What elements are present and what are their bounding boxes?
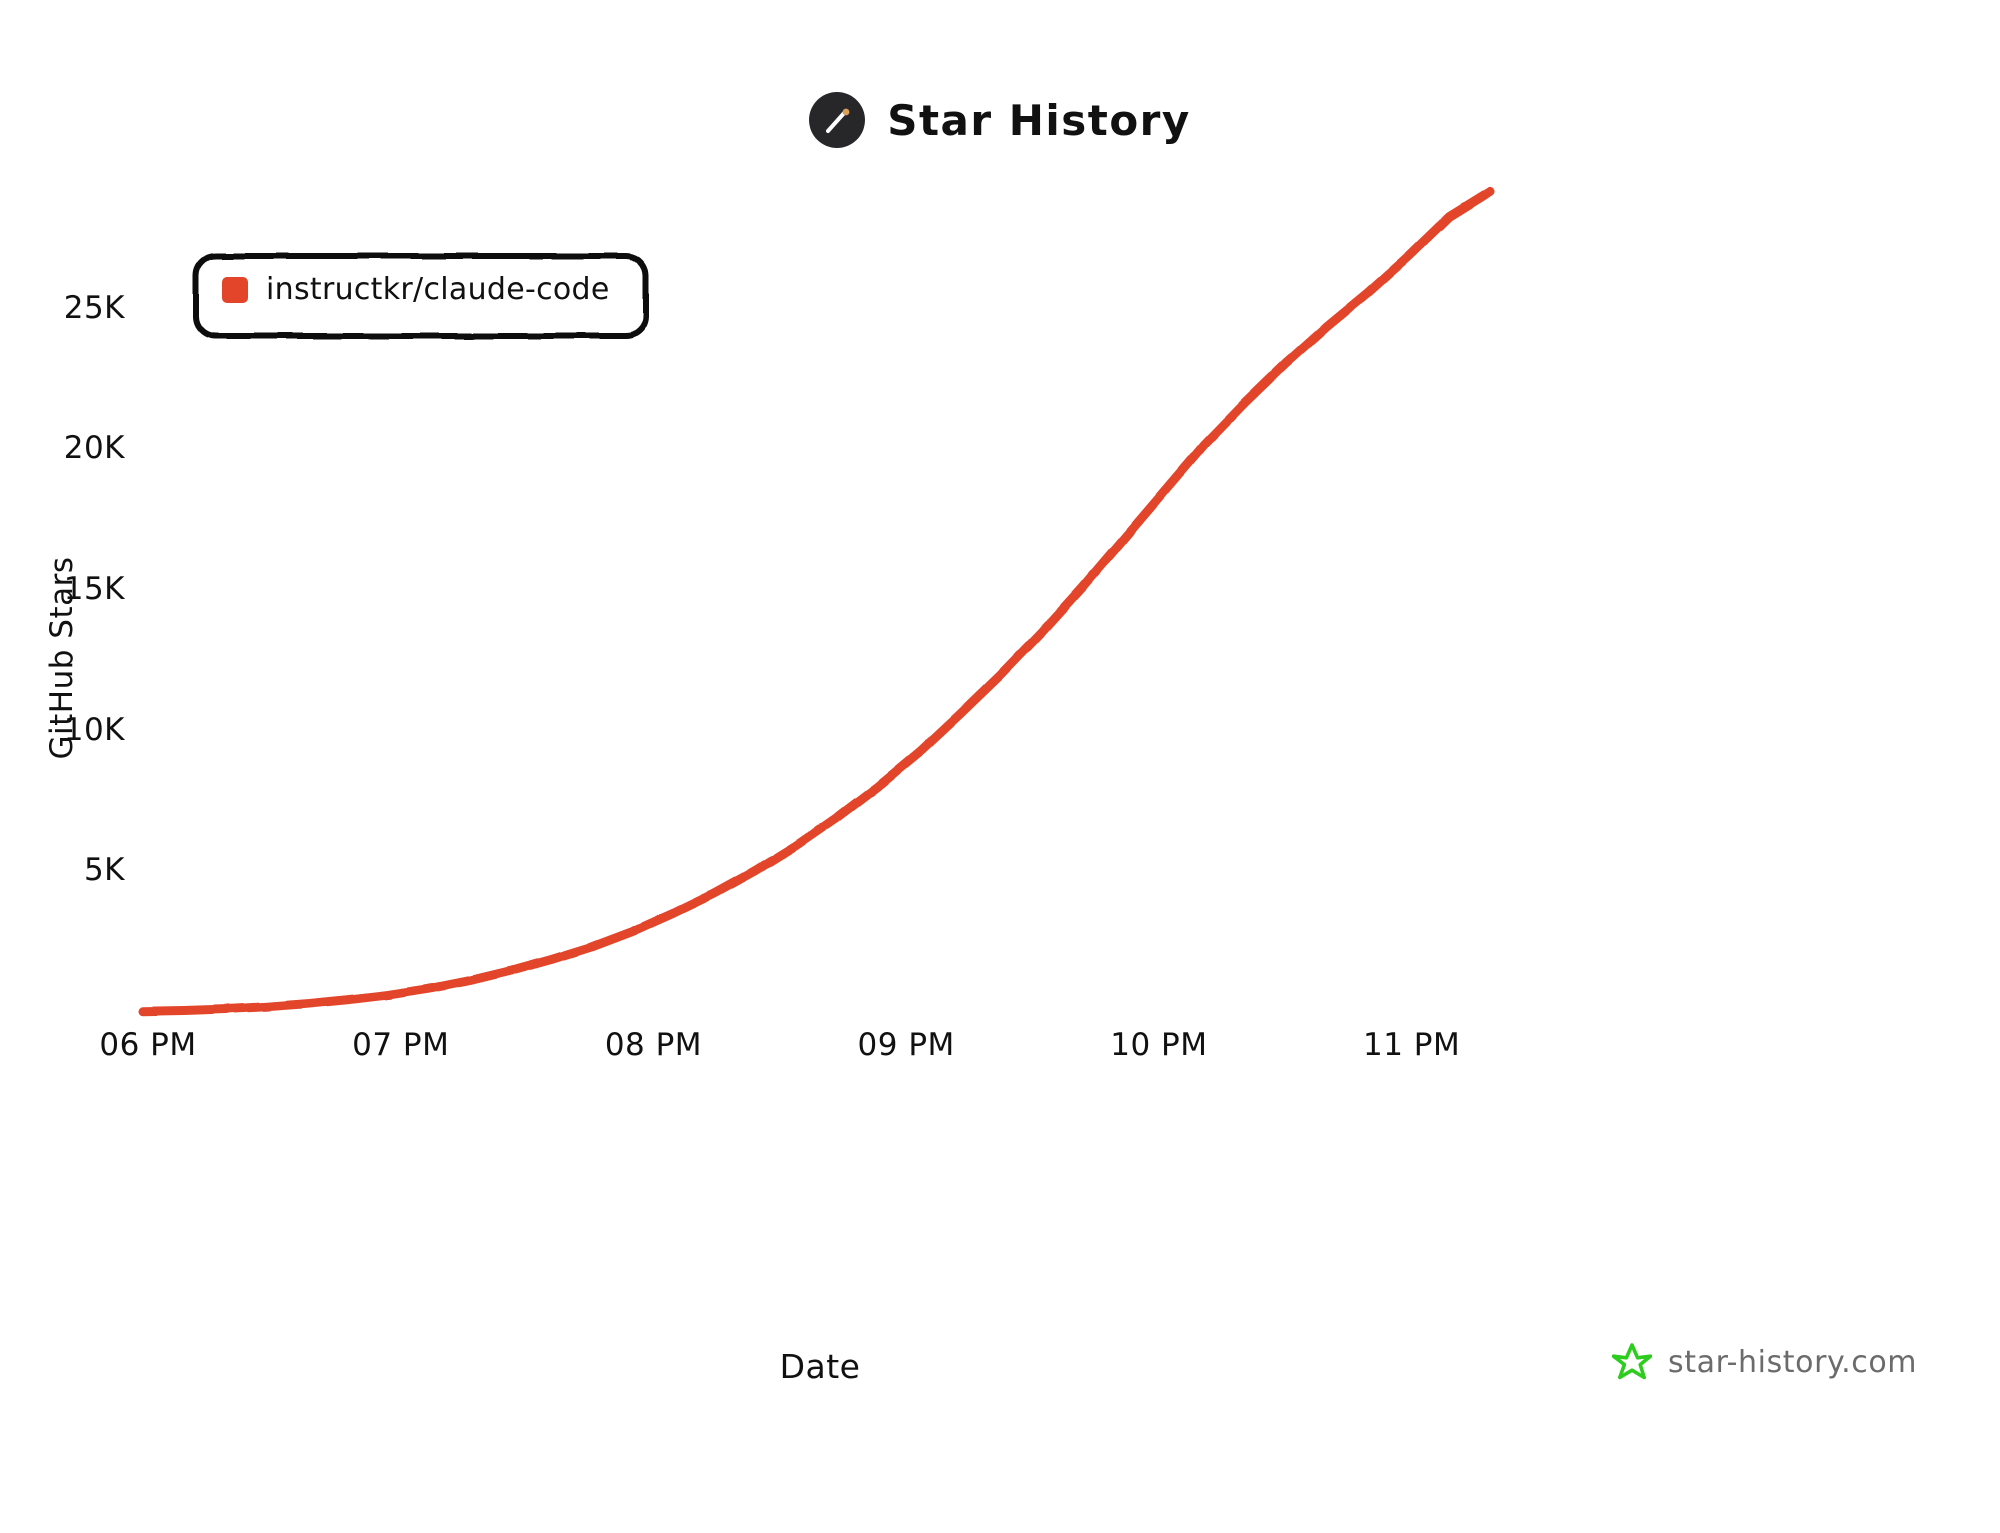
x-tick-label: 08 PM: [604, 1027, 703, 1063]
x-tick-label: 11 PM: [1362, 1027, 1461, 1063]
watermark-label: star-history.com: [1668, 1344, 1918, 1380]
x-axis-title: Date: [779, 1347, 861, 1386]
y-tick-label: 20K: [63, 430, 125, 467]
x-tick-label: 10 PM: [1110, 1027, 1208, 1063]
y-tick-label: 15K: [63, 570, 125, 607]
x-tick-label: 07 PM: [352, 1027, 450, 1063]
y-tick-label: 25K: [63, 289, 125, 326]
x-tick-label: 09 PM: [857, 1027, 955, 1063]
series-color-swatch: [222, 276, 248, 303]
y-tick-label: 5K: [83, 852, 125, 889]
watermark[interactable]: star-history.com: [1611, 1340, 1918, 1384]
legend-frame: [193, 253, 649, 339]
legend-item-label: instructkr/claude-code: [266, 272, 610, 307]
star-icon: [1611, 1340, 1653, 1384]
y-tick-label: 10K: [63, 711, 125, 748]
x-tick-label: 06 PM: [99, 1027, 197, 1063]
series-line-instructkr-claude-code: [138, 186, 1495, 1016]
